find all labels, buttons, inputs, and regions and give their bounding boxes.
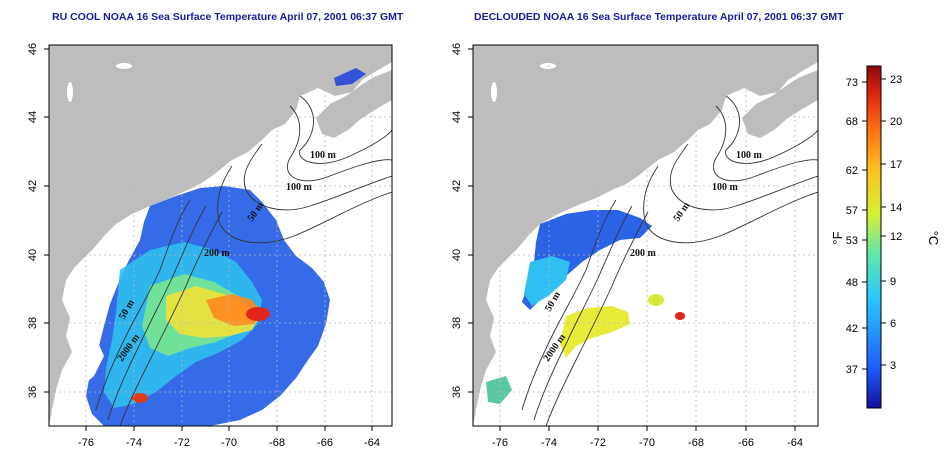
ticks-left (44, 48, 373, 431)
c-tick-14: 14 (890, 202, 902, 214)
lat-tick-left-4: 40 (27, 249, 39, 261)
lat-tick-left-2: 44 (27, 111, 39, 123)
f-tick-53: 53 (846, 235, 858, 247)
ticks-right (468, 48, 796, 431)
contour-label-left-1: 100 m (310, 150, 337, 161)
f-tick-42: 42 (846, 323, 858, 335)
f-tick-68: 68 (846, 116, 858, 128)
colorbar-f-label: °F (830, 231, 845, 244)
sst-right-red (675, 312, 685, 320)
sst-right-south (486, 376, 512, 404)
land-right (473, 45, 818, 426)
colorbar-ticks (862, 78, 886, 370)
lat-tick-right-6: 36 (451, 386, 463, 398)
grid-right (473, 45, 818, 426)
c-tick-17: 17 (890, 159, 902, 171)
colorbar: 73 68 62 57 53 48 42 37 23 20 17 14 12 9… (830, 65, 941, 409)
bathy-contours-left (95, 95, 392, 426)
lat-tick-right-5: 38 (451, 317, 463, 329)
land-left-ns (316, 70, 392, 138)
colorbar-c-label: °C (926, 231, 941, 246)
lat-tick-left-3: 42 (27, 180, 39, 192)
lon-tick-left-6: -66 (317, 437, 333, 449)
c-tick-6: 6 (890, 318, 896, 330)
map-left-title: RU COOL NOAA 16 Sea Surface Temperature … (52, 11, 404, 23)
sst-left-south-white (70, 338, 104, 388)
lat-tick-right-1: 46 (451, 43, 463, 55)
lon-tick-right-3: -72 (590, 437, 606, 449)
sst-left-red-2 (132, 393, 148, 403)
map-right-border (472, 44, 819, 427)
lon-tick-left-7: -64 (364, 437, 380, 449)
lat-tick-right-4: 40 (451, 249, 463, 261)
map-right-title: DECLOUDED NOAA 16 Sea Surface Temperatur… (474, 11, 844, 23)
contour-label-right-4: 200 m (630, 248, 657, 259)
f-tick-48: 48 (846, 277, 858, 289)
lat-tick-left-5: 38 (27, 317, 39, 329)
lon-tick-left-3: -72 (174, 437, 190, 449)
lat-tick-left-6: 36 (27, 386, 39, 398)
lon-tick-left-4: -70 (221, 437, 237, 449)
lon-tick-left-1: -76 (78, 437, 94, 449)
sst-right-yellow (560, 306, 630, 358)
map-left: RU COOL NOAA 16 Sea Surface Temperature … (27, 11, 404, 449)
f-tick-57: 57 (846, 205, 858, 217)
sst-left-orange (206, 294, 262, 326)
contour-label-right-1: 100 m (736, 150, 763, 161)
c-tick-20: 20 (890, 116, 902, 128)
lat-tick-right-2: 44 (451, 111, 463, 123)
lon-tick-left-5: -68 (269, 437, 285, 449)
lake-right-2 (491, 82, 497, 102)
f-tick-62: 62 (846, 165, 858, 177)
lon-tick-left-2: -74 (126, 437, 142, 449)
sst-right-cyan (524, 256, 570, 306)
lake-right-1 (540, 63, 556, 69)
bathy-contours-right (521, 95, 818, 426)
grid-left (49, 45, 392, 426)
c-tick-12: 12 (890, 231, 902, 243)
lat-tick-left-1: 46 (27, 43, 39, 55)
land-right-ns (742, 70, 818, 138)
lon-tick-right-2: -74 (541, 437, 557, 449)
lat-tick-right-3: 42 (451, 180, 463, 192)
contour-label-left-4: 200 m (204, 248, 231, 259)
c-tick-23: 23 (890, 74, 902, 86)
lon-tick-right-1: -76 (492, 437, 508, 449)
lon-tick-right-7: -64 (787, 437, 803, 449)
map-right: DECLOUDED NOAA 16 Sea Surface Temperatur… (451, 11, 844, 449)
map-left-border (48, 44, 393, 427)
lon-tick-right-4: -70 (639, 437, 655, 449)
colorbar-ramp (866, 65, 882, 409)
f-tick-73: 73 (846, 77, 858, 89)
c-tick-3: 3 (890, 360, 896, 372)
lake-left-1 (116, 63, 132, 69)
lon-tick-right-5: -68 (688, 437, 704, 449)
sst-right-yellow-2 (648, 294, 664, 306)
contour-label-left-2: 100 m (286, 182, 313, 193)
lake-left-2 (67, 82, 73, 102)
f-tick-37: 37 (846, 364, 858, 376)
c-tick-9: 9 (890, 276, 896, 288)
sst-left-north (334, 68, 366, 86)
lon-tick-right-6: -66 (738, 437, 754, 449)
land-left (49, 45, 392, 426)
sst-left-red (246, 307, 270, 321)
contour-label-right-2: 100 m (712, 182, 739, 193)
